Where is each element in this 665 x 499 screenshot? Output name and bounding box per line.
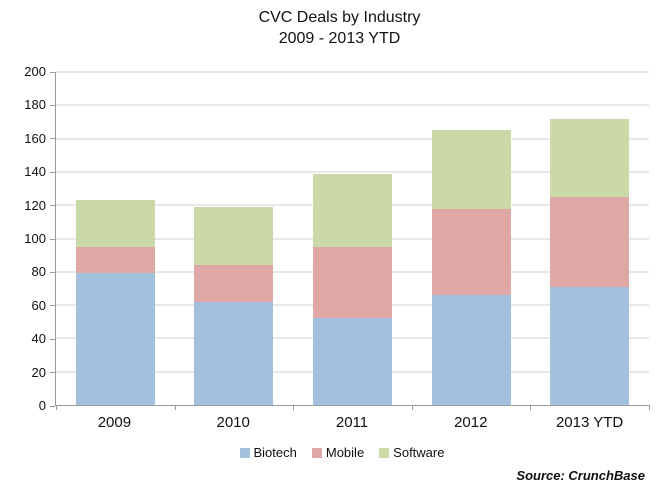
y-tick-60 xyxy=(50,305,55,307)
y-tick-100 xyxy=(50,238,55,240)
y-tick-40 xyxy=(50,338,55,340)
bar-2011-mobile-segment xyxy=(313,246,392,319)
x-tick-1 xyxy=(174,405,176,410)
bar-2010-software-segment xyxy=(194,206,274,266)
bar-2012-software-segment xyxy=(431,130,511,209)
y-label-160: 160 xyxy=(24,130,46,146)
legend-swatch-mobile xyxy=(311,447,322,458)
bar-2013-ytd-software-segment xyxy=(550,118,630,197)
gridline-40 xyxy=(56,337,649,339)
bar-2009-software-segment xyxy=(75,200,155,247)
y-tick-120 xyxy=(50,205,55,207)
gridline-80 xyxy=(56,271,649,273)
bar-2011-biotech-segment xyxy=(313,318,392,405)
x-tick-0 xyxy=(56,405,57,410)
y-label-40: 40 xyxy=(31,331,46,347)
gridline-20 xyxy=(56,371,649,373)
gridline-160 xyxy=(56,138,649,140)
y-label-20: 20 xyxy=(31,364,46,380)
legend-label-mobile: Mobile xyxy=(325,445,365,460)
y-label-200: 200 xyxy=(24,64,46,79)
x-label-2010: 2010 xyxy=(216,414,250,431)
y-label-180: 180 xyxy=(24,97,46,113)
bar-2011-software-segment xyxy=(313,173,392,247)
x-tick-4 xyxy=(530,405,532,410)
y-tick-180 xyxy=(50,104,55,106)
y-label-120: 120 xyxy=(24,197,46,213)
bar-2012-biotech-segment xyxy=(431,295,511,405)
chart-title: CVC Deals by Industry 2009 - 2013 YTD xyxy=(7,7,665,49)
y-label-140: 140 xyxy=(24,164,46,180)
y-tick-20 xyxy=(50,372,55,374)
y-tick-200 xyxy=(50,71,55,73)
gridline-100 xyxy=(56,238,649,239)
y-label-0: 0 xyxy=(38,398,46,413)
gridline-200 xyxy=(56,71,649,73)
legend-item-biotech: Biotech xyxy=(239,445,297,460)
y-label-80: 80 xyxy=(31,264,46,280)
y-axis: 0 20 40 60 80 100 120 140 160 180 200 xyxy=(0,64,55,413)
legend-item-software: Software xyxy=(379,445,444,460)
y-label-100: 100 xyxy=(24,231,46,246)
bar-2012-mobile-segment xyxy=(431,208,511,296)
legend-item-mobile: Mobile xyxy=(311,445,365,460)
x-label-2009: 2009 xyxy=(97,414,132,431)
x-tick-5 xyxy=(649,405,650,410)
chart-title-line2: 2009 - 2013 YTD xyxy=(278,30,401,47)
bar-2009-mobile-segment xyxy=(75,246,155,274)
y-tick-140 xyxy=(50,171,55,173)
y-tick-0 xyxy=(50,405,55,407)
y-tick-80 xyxy=(50,271,55,273)
bar-2009-biotech-segment xyxy=(75,273,155,405)
x-label-2011: 2011 xyxy=(335,414,369,431)
x-label-2012: 2012 xyxy=(454,414,488,431)
gridline-140 xyxy=(56,171,649,173)
plot-area xyxy=(55,71,650,410)
legend-label-biotech: Biotech xyxy=(253,445,297,460)
chart-title-line1: CVC Deals by Industry xyxy=(258,9,421,26)
x-tick-2 xyxy=(293,405,295,410)
bar-2013-ytd-mobile-segment xyxy=(550,196,630,287)
gridline-180 xyxy=(56,104,649,106)
x-label-2013-ytd: 2013 YTD xyxy=(555,414,624,431)
x-axis-labels: 2009 2010 2011 2012 2013 YTD xyxy=(55,413,649,432)
gridline-60 xyxy=(56,304,649,306)
bar-2010-biotech-segment xyxy=(194,301,274,405)
gridline-120 xyxy=(56,204,649,206)
y-tick-160 xyxy=(50,138,55,140)
legend: Biotech Mobile Software xyxy=(45,445,639,460)
y-label-60: 60 xyxy=(31,297,46,313)
x-tick-3 xyxy=(411,405,413,410)
legend-swatch-software xyxy=(379,447,390,458)
legend-label-software: Software xyxy=(393,445,445,460)
legend-swatch-biotech xyxy=(239,447,250,458)
source-note: Source: CrunchBase xyxy=(516,468,645,483)
